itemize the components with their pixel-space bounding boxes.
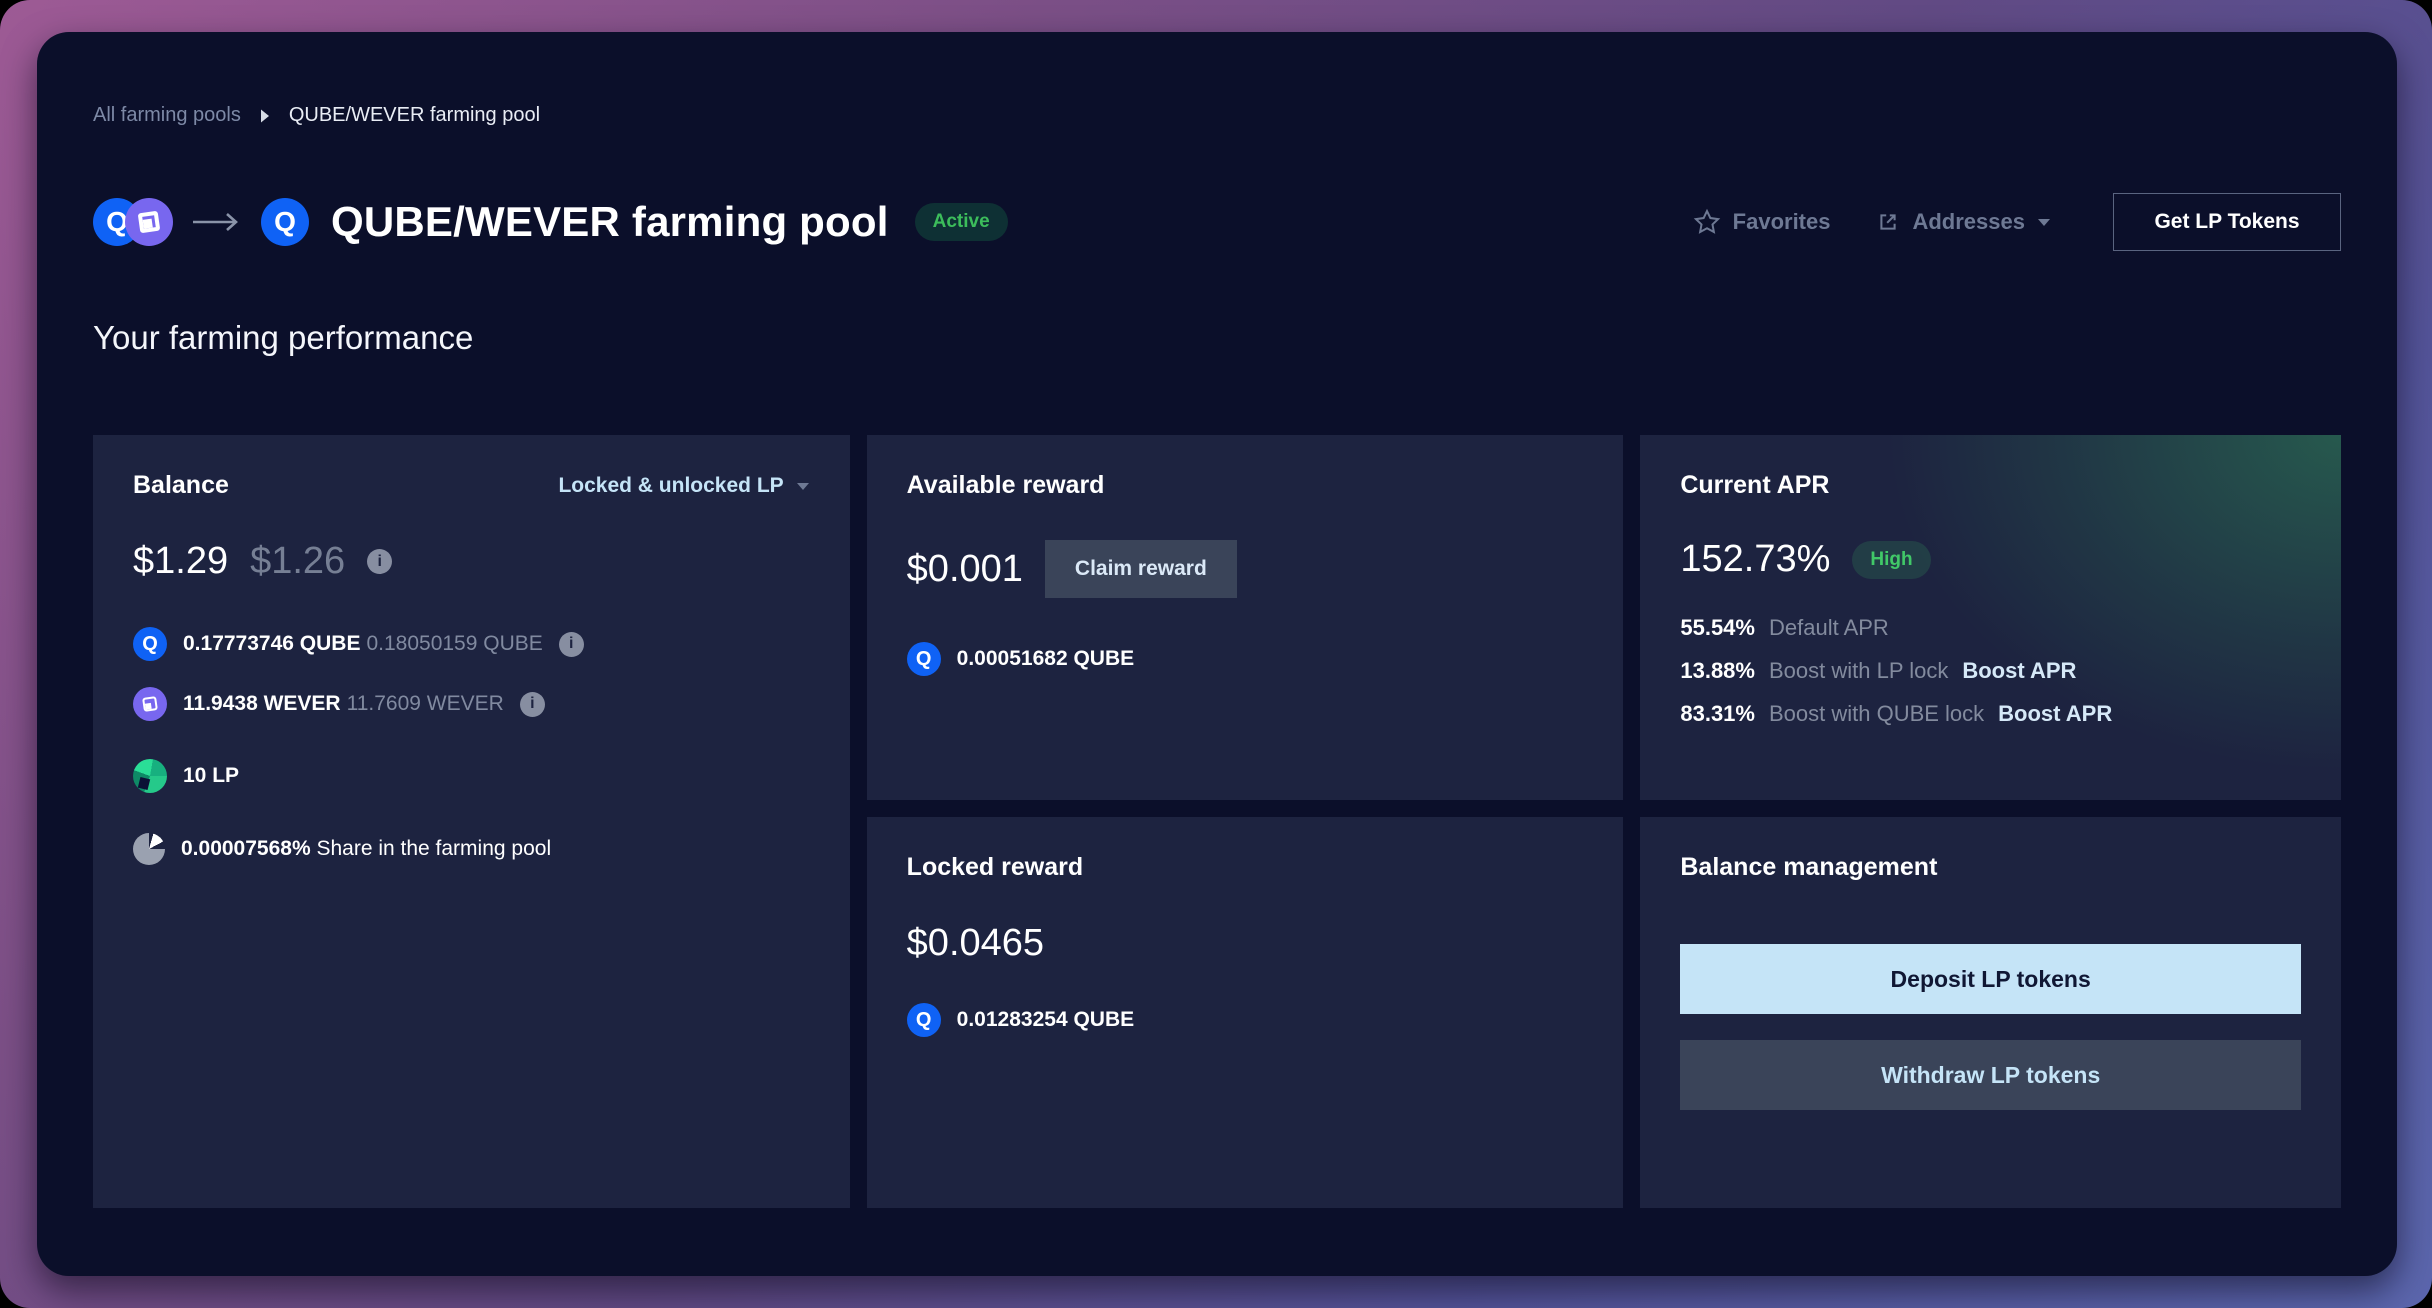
qube-amount-secondary: 0.18050159 QUBE [366, 632, 543, 655]
star-icon [1693, 208, 1721, 236]
apr-row-label: Boost with QUBE lock [1768, 701, 1985, 726]
wever-cube-glyph [137, 210, 161, 234]
addresses-button[interactable]: Addresses [1876, 209, 2051, 235]
wever-token-icon [125, 198, 173, 246]
wever-amount: 11.9438 WEVER [183, 692, 341, 715]
favorites-button[interactable]: Favorites [1693, 208, 1831, 236]
balance-lp-row: 10 LP [133, 759, 810, 793]
info-icon[interactable]: i [558, 631, 584, 657]
reward-token-icon: Q [261, 198, 309, 246]
lp-amount: 10 LP [183, 764, 240, 787]
balance-card-title: Balance [133, 471, 229, 499]
wever-amount-secondary: 11.7609 WEVER [346, 692, 504, 715]
boost-apr-link[interactable]: Boost APR [1962, 658, 2077, 683]
share-value: 0.00007568% [181, 837, 311, 860]
qube-token-icon: Q [906, 642, 941, 676]
boost-apr-link[interactable]: Boost APR [1998, 701, 2113, 726]
balance-token-row-qube: Q 0.17773746 QUBE 0.18050159 QUBE i [133, 627, 810, 661]
section-title: Your farming performance [93, 319, 474, 356]
balance-value: $1.29 [133, 540, 229, 582]
chevron-right-icon [259, 108, 271, 124]
available-reward-token-row: Q 0.00051682 QUBE [906, 642, 1584, 676]
apr-breakdown: 55.54% Default APR 13.88% Boost with LP … [1680, 615, 2301, 727]
title-actions: Favorites Addresses Get LP Tokens [1693, 193, 2341, 251]
apr-row-value: 13.88% [1680, 658, 1755, 683]
available-reward-value: $0.001 [906, 547, 1023, 590]
breadcrumb-current: QUBE/WEVER farming pool [288, 104, 541, 126]
qube-token-icon: Q [906, 1003, 941, 1037]
current-apr-title: Current APR [1680, 471, 1830, 499]
get-lp-tokens-button[interactable]: Get LP Tokens [2113, 193, 2341, 251]
status-badge: Active [914, 203, 1008, 241]
balance-token-row-wever: 11.9438 WEVER 11.7609 WEVER i [133, 687, 810, 721]
apr-row-label: Default APR [1768, 615, 1889, 640]
performance-grid: Balance Locked & unlocked LP $1.29 $1.26… [93, 435, 2341, 1208]
app-panel: All farming pools QUBE/WEVER farming poo… [37, 32, 2397, 1276]
apr-row-default: 55.54% Default APR [1680, 615, 2301, 641]
current-apr-card: Current APR 152.73% High 55.54% Default … [1640, 435, 2341, 800]
balance-card: Balance Locked & unlocked LP $1.29 $1.26… [93, 435, 850, 1208]
page-title: QUBE/WEVER farming pool [331, 198, 889, 245]
balance-management-title: Balance management [1680, 853, 1938, 881]
locked-reward-card: Locked reward $0.0465 Q 0.01283254 QUBE [866, 817, 1624, 1208]
share-label: Share in the farming pool [316, 837, 552, 860]
external-link-icon [1876, 210, 1900, 234]
balance-management-card: Balance management Deposit LP tokens Wit… [1640, 817, 2341, 1208]
available-reward-amount: 0.00051682 QUBE [956, 647, 1135, 670]
info-icon[interactable]: i [367, 549, 393, 574]
apr-row-value: 83.31% [1680, 701, 1755, 726]
current-apr-value: 152.73% [1680, 538, 1831, 580]
lp-filter-label: Locked & unlocked LP [558, 473, 784, 497]
locked-reward-token-row: Q 0.01283254 QUBE [906, 1003, 1584, 1037]
apr-row-value: 55.54% [1680, 615, 1755, 640]
claim-reward-button[interactable]: Claim reward [1044, 540, 1237, 598]
apr-row-qube-lock: 83.31% Boost with QUBE lock Boost APR [1680, 701, 2301, 727]
qube-amount: 0.17773746 QUBE [183, 632, 361, 655]
lp-filter-dropdown[interactable]: Locked & unlocked LP [558, 474, 809, 498]
available-reward-card: Available reward $0.001 Claim reward Q 0… [866, 435, 1624, 800]
apr-row-label: Boost with LP lock [1768, 658, 1949, 683]
chevron-down-icon [796, 481, 810, 491]
lp-token-icon [133, 759, 167, 793]
apr-high-badge: High [1852, 540, 1931, 579]
favorites-label: Favorites [1732, 209, 1831, 234]
balance-value-secondary: $1.26 [250, 540, 346, 582]
titlebar: Q Q QUBE/WEVER farming pool Active Favor… [93, 193, 2341, 251]
apr-row-lp-lock: 13.88% Boost with LP lock Boost APR [1680, 658, 2301, 684]
title-left: Q Q QUBE/WEVER farming pool Active [93, 198, 1008, 246]
qube-token-icon: Q [133, 627, 167, 661]
locked-reward-title: Locked reward [906, 853, 1084, 881]
arrow-right-icon [191, 210, 243, 234]
pair-token-icons: Q [93, 198, 173, 246]
breadcrumb: All farming pools QUBE/WEVER farming poo… [93, 104, 2341, 127]
withdraw-lp-tokens-button[interactable]: Withdraw LP tokens [1680, 1040, 2301, 1110]
chevron-down-icon [2037, 217, 2051, 227]
wever-cube-glyph [142, 696, 158, 712]
available-reward-title: Available reward [906, 471, 1105, 499]
locked-reward-amount: 0.01283254 QUBE [956, 1008, 1135, 1031]
wever-token-icon [133, 687, 167, 721]
pie-chart-icon [133, 833, 165, 865]
breadcrumb-all-pools[interactable]: All farming pools [93, 104, 241, 126]
locked-reward-value: $0.0465 [906, 922, 1045, 964]
info-icon[interactable]: i [519, 691, 545, 717]
balance-share-row: 0.00007568% Share in the farming pool [133, 833, 810, 865]
addresses-label: Addresses [1912, 209, 2025, 234]
deposit-lp-tokens-button[interactable]: Deposit LP tokens [1680, 944, 2301, 1014]
